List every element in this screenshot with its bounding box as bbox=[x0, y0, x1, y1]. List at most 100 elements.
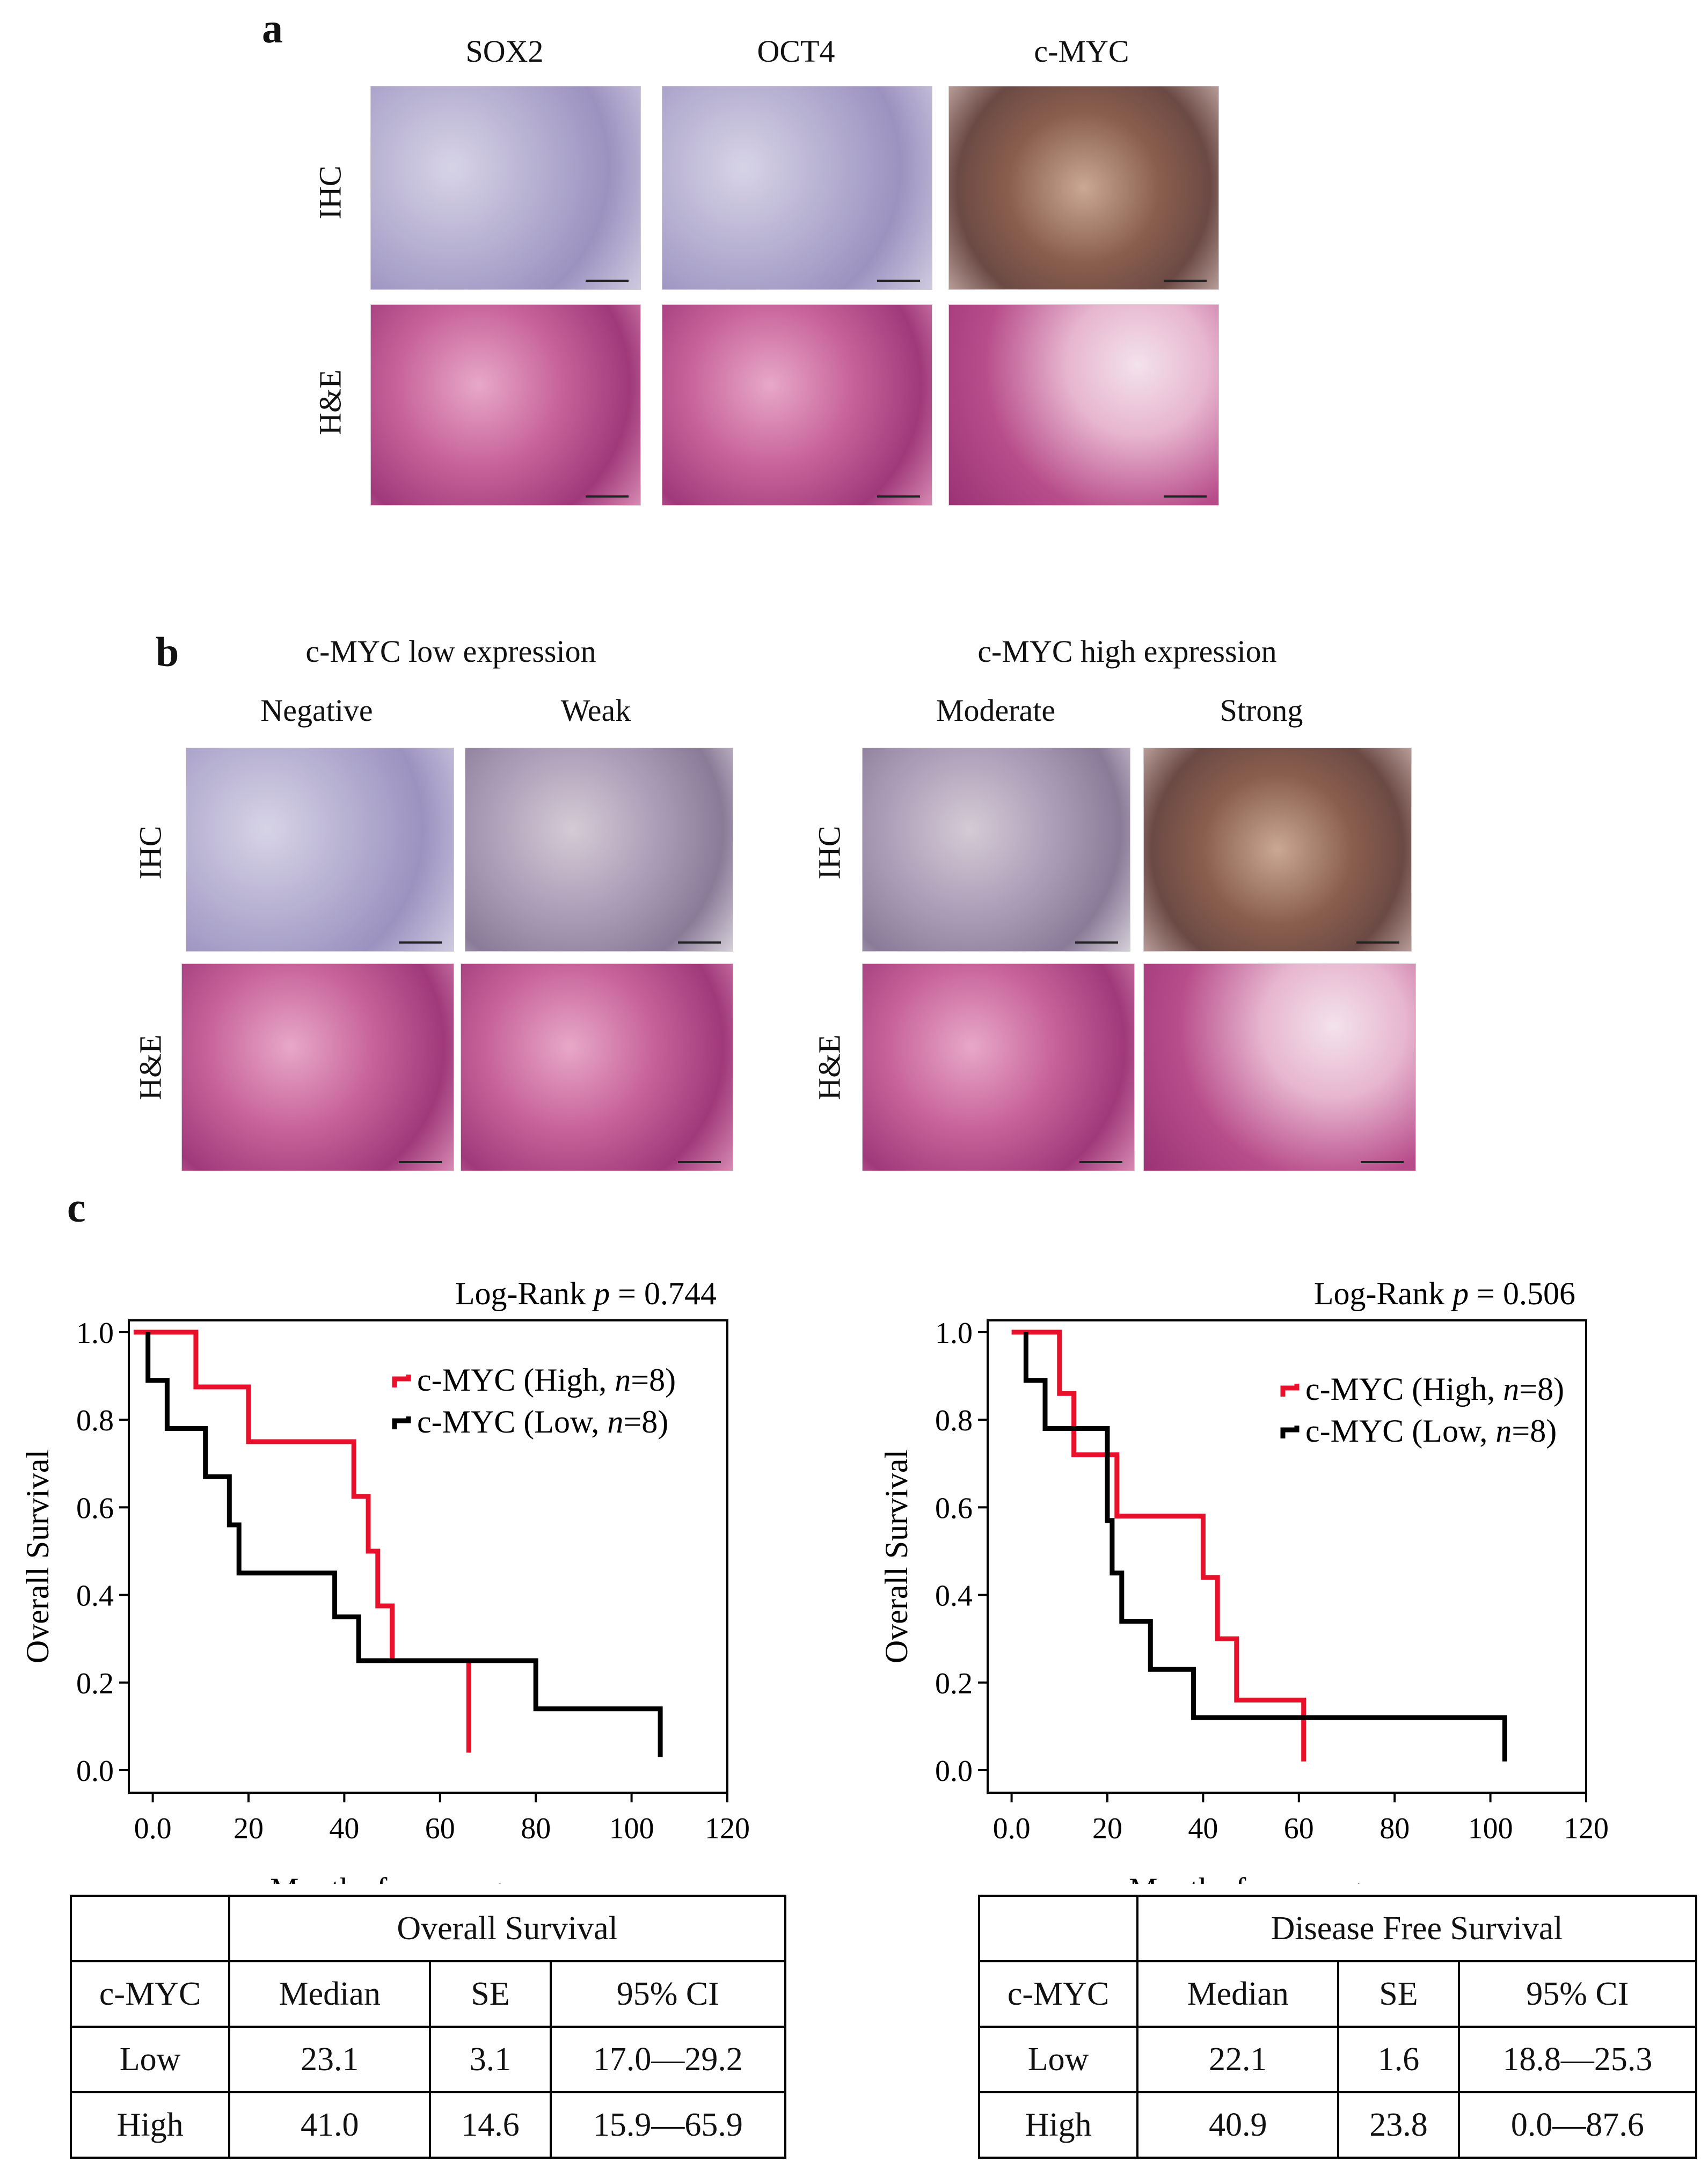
table-cell: 41.0 bbox=[228, 2091, 432, 2159]
micrograph-weak-he bbox=[461, 963, 733, 1171]
y-tick-label: 1.0 bbox=[76, 1317, 114, 1350]
row-label-ihc-a: IHC bbox=[312, 165, 348, 220]
table-header: SE bbox=[429, 1960, 552, 2028]
legend-n-value: =8) bbox=[631, 1362, 676, 1398]
table-corner bbox=[977, 1895, 1139, 1962]
y-tick-label: 0.6 bbox=[76, 1492, 114, 1525]
table-cell: 14.6 bbox=[429, 2091, 552, 2159]
panel-b-letter: b bbox=[156, 629, 179, 675]
x-tick-label: 80 bbox=[521, 1812, 551, 1845]
y-tick-label: 0.0 bbox=[935, 1755, 973, 1788]
legend-swatch-high bbox=[392, 1375, 411, 1387]
micrograph-negative-he bbox=[181, 963, 454, 1171]
legend-text: c-MYC (High, bbox=[1305, 1371, 1503, 1407]
col-label-weak: Weak bbox=[560, 693, 631, 728]
y-tick-label: 0.4 bbox=[76, 1580, 114, 1613]
table-cell: High bbox=[69, 2091, 231, 2159]
x-tick-label: 0.0 bbox=[134, 1812, 172, 1845]
table-cell: 3.1 bbox=[429, 2026, 552, 2093]
x-tick-label: 120 bbox=[1564, 1812, 1609, 1845]
y-tick-label: 0.4 bbox=[935, 1580, 973, 1613]
micrograph-moderate-ihc bbox=[862, 748, 1130, 952]
legend-swatch-low bbox=[1280, 1426, 1300, 1438]
plot-frame bbox=[128, 1319, 728, 1794]
row-label-he-b-right: H&E bbox=[812, 1034, 847, 1100]
table-cell: High bbox=[977, 2091, 1139, 2159]
log-rank-p: p bbox=[1450, 1276, 1469, 1311]
series-line-high bbox=[133, 1329, 471, 1753]
y-tick-label: 0.6 bbox=[935, 1492, 973, 1525]
x-tick-label: 100 bbox=[1468, 1812, 1513, 1845]
legend-label-low: c-MYC (Low, n=8) bbox=[1305, 1413, 1557, 1449]
table-disease-free-survival: Disease Free Survival c-MYC Median SE 95… bbox=[977, 1895, 1698, 2159]
x-tick-label: 80 bbox=[1379, 1812, 1410, 1845]
group-label-low: c-MYC low expression bbox=[305, 634, 596, 669]
table-header: Median bbox=[1136, 1960, 1340, 2028]
legend-swatch-low bbox=[392, 1416, 411, 1429]
table-cell: 17.0—29.2 bbox=[549, 2026, 787, 2093]
x-tick-label: 100 bbox=[609, 1812, 654, 1845]
micrograph-sox2-he bbox=[370, 304, 641, 506]
micrograph-strong-he bbox=[1143, 963, 1416, 1171]
table-cell: Low bbox=[977, 2026, 1139, 2093]
col-label-moderate: Moderate bbox=[936, 693, 1056, 728]
micrograph-sox2-ihc bbox=[370, 86, 641, 290]
x-tick-label: 40 bbox=[329, 1812, 359, 1845]
panel-a-letter: a bbox=[262, 5, 283, 52]
table-title: Disease Free Survival bbox=[1136, 1895, 1697, 1962]
log-rank-prefix: Log-Rank bbox=[1314, 1276, 1452, 1311]
y-tick-label: 0.8 bbox=[76, 1404, 114, 1437]
table-cell: 15.9—65.9 bbox=[549, 2091, 787, 2159]
log-rank-value: = 0.506 bbox=[1469, 1276, 1575, 1311]
log-rank-annotation: Log-Rank p = 0.744 bbox=[455, 1276, 717, 1311]
x-tick-label: 20 bbox=[233, 1812, 264, 1845]
table-corner bbox=[69, 1895, 231, 1962]
legend-text: c-MYC (Low, bbox=[417, 1404, 607, 1440]
table-cell: 22.1 bbox=[1136, 2026, 1340, 2093]
y-tick-label: 0.2 bbox=[76, 1667, 114, 1700]
col-label-cmyc: c-MYC bbox=[1034, 34, 1129, 69]
x-tick-label: 60 bbox=[425, 1812, 455, 1845]
legend-n-value: =8) bbox=[623, 1404, 668, 1440]
y-axis-label: Overall Survival bbox=[20, 1450, 55, 1663]
col-label-negative: Negative bbox=[260, 693, 373, 728]
col-label-oct4: OCT4 bbox=[757, 34, 835, 69]
x-tick-label: 60 bbox=[1284, 1812, 1314, 1845]
col-label-sox2: SOX2 bbox=[465, 34, 544, 69]
table-header: 95% CI bbox=[1457, 1960, 1698, 2028]
log-rank-annotation: Log-Rank p = 0.506 bbox=[1314, 1276, 1575, 1311]
x-tick-label: 120 bbox=[705, 1812, 750, 1845]
legend-n-value: =8) bbox=[1519, 1371, 1564, 1407]
micrograph-oct4-he bbox=[662, 304, 932, 506]
legend-label-high: c-MYC (High, n=8) bbox=[1305, 1371, 1564, 1407]
y-axis-label: Overall Survival bbox=[879, 1450, 914, 1663]
micrograph-oct4-ihc bbox=[662, 86, 932, 290]
table-cell: 23.1 bbox=[228, 2026, 432, 2093]
micrograph-negative-ihc bbox=[186, 748, 454, 952]
table-header: 95% CI bbox=[549, 1960, 787, 2028]
table-cell: 1.6 bbox=[1337, 2026, 1460, 2093]
table-cell: 0.0—87.6 bbox=[1457, 2091, 1698, 2159]
table-header: c-MYC bbox=[69, 1960, 231, 2028]
y-tick-label: 1.0 bbox=[935, 1317, 973, 1350]
log-rank-value: = 0.744 bbox=[610, 1276, 717, 1311]
x-axis-label: Months from surgery bbox=[1129, 1872, 1402, 1884]
micrograph-strong-ihc bbox=[1143, 748, 1412, 952]
table-overall-survival: Overall Survival c-MYC Median SE 95% CI … bbox=[69, 1895, 787, 2159]
micrograph-cmyc-he bbox=[948, 304, 1219, 506]
legend-text: c-MYC (Low, bbox=[1305, 1413, 1495, 1449]
y-tick-label: 0.8 bbox=[935, 1404, 973, 1437]
legend-n-value: =8) bbox=[1512, 1413, 1557, 1449]
table-header: Median bbox=[228, 1960, 432, 2028]
group-label-high: c-MYC high expression bbox=[977, 634, 1277, 669]
km-chart-disease-free: 0.0 0.2 0.4 0.6 0.8 1.0 0.0 20 40 60 80 100 120 Month… bbox=[879, 1276, 1609, 1884]
micrograph-moderate-he bbox=[862, 963, 1135, 1171]
series-line-high bbox=[1011, 1329, 1306, 1762]
log-rank-p: p bbox=[592, 1276, 610, 1311]
table-cell: 23.8 bbox=[1337, 2091, 1460, 2159]
x-tick-label: 0.0 bbox=[993, 1812, 1031, 1845]
col-label-strong: Strong bbox=[1220, 693, 1303, 728]
table-cell: 40.9 bbox=[1136, 2091, 1340, 2159]
micrograph-weak-ihc bbox=[465, 748, 733, 952]
table-cell: 18.8—25.3 bbox=[1457, 2026, 1698, 2093]
